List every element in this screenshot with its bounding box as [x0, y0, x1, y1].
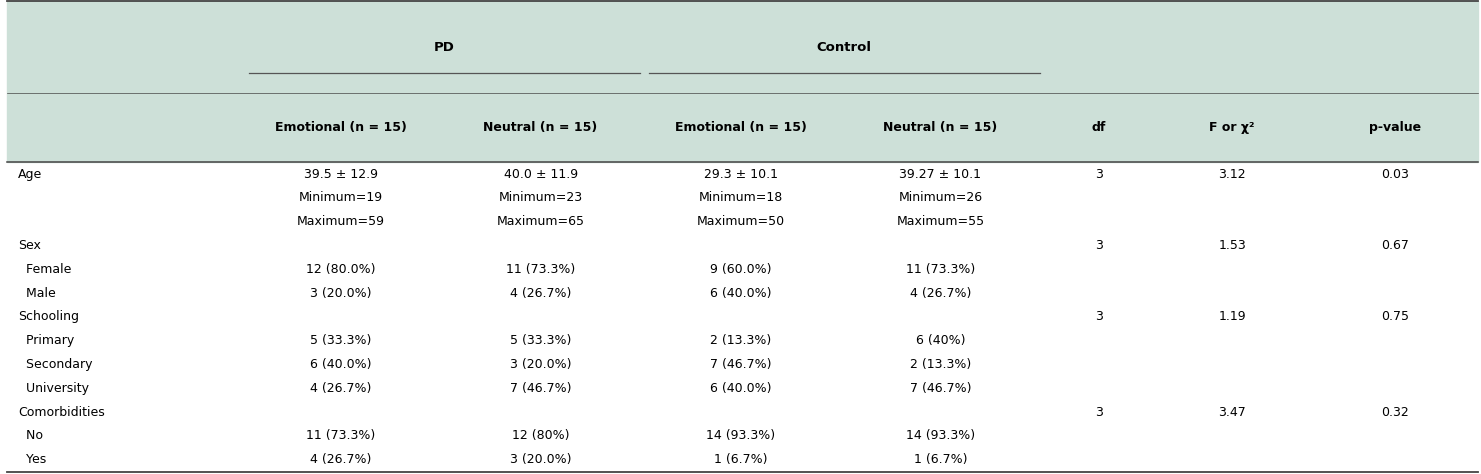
Text: 7 (46.7%): 7 (46.7%): [909, 382, 972, 395]
Text: 0.03: 0.03: [1382, 167, 1408, 181]
Text: 6 (40%): 6 (40%): [915, 334, 966, 347]
Text: Secondary: Secondary: [18, 358, 92, 371]
Text: Sex: Sex: [18, 239, 40, 252]
Text: 9 (60.0%): 9 (60.0%): [709, 263, 772, 276]
Text: 11 (73.3%): 11 (73.3%): [307, 429, 375, 442]
Text: 14 (93.3%): 14 (93.3%): [906, 429, 974, 442]
Text: Minimum=23: Minimum=23: [499, 191, 582, 204]
Text: 14 (93.3%): 14 (93.3%): [706, 429, 775, 442]
Text: Primary: Primary: [18, 334, 74, 347]
Text: 3 (20.0%): 3 (20.0%): [310, 287, 372, 300]
Text: 3: 3: [1094, 310, 1103, 323]
Text: 3.12: 3.12: [1219, 167, 1246, 181]
Text: 2 (13.3%): 2 (13.3%): [909, 358, 972, 371]
Text: Maximum=59: Maximum=59: [296, 215, 385, 228]
Bar: [7, 1, 1478, 162]
Text: 3 (20.0%): 3 (20.0%): [509, 453, 572, 466]
Text: 7 (46.7%): 7 (46.7%): [709, 358, 772, 371]
Text: 5 (33.3%): 5 (33.3%): [509, 334, 572, 347]
Text: Neutral (n = 15): Neutral (n = 15): [483, 121, 598, 134]
Text: 40.0 ± 11.9: 40.0 ± 11.9: [504, 167, 578, 181]
Text: 4 (26.7%): 4 (26.7%): [909, 287, 972, 300]
Text: 2 (13.3%): 2 (13.3%): [709, 334, 772, 347]
Text: 1 (6.7%): 1 (6.7%): [914, 453, 967, 466]
Text: p-value: p-value: [1368, 121, 1422, 134]
Text: 39.27 ± 10.1: 39.27 ± 10.1: [899, 167, 982, 181]
Text: 4 (26.7%): 4 (26.7%): [509, 287, 572, 300]
Text: 4 (26.7%): 4 (26.7%): [310, 382, 372, 395]
Text: 1.19: 1.19: [1219, 310, 1246, 323]
Text: Age: Age: [18, 167, 41, 181]
Text: 3 (20.0%): 3 (20.0%): [509, 358, 572, 371]
Text: 39.5 ± 12.9: 39.5 ± 12.9: [304, 167, 378, 181]
Text: Yes: Yes: [18, 453, 46, 466]
Text: Male: Male: [18, 287, 55, 300]
Text: Emotional (n = 15): Emotional (n = 15): [274, 121, 407, 134]
Text: 4 (26.7%): 4 (26.7%): [310, 453, 372, 466]
Text: 11 (73.3%): 11 (73.3%): [507, 263, 575, 276]
Text: University: University: [18, 382, 89, 395]
Text: Maximum=50: Maximum=50: [696, 215, 785, 228]
Text: 12 (80.0%): 12 (80.0%): [307, 263, 375, 276]
Text: Schooling: Schooling: [18, 310, 78, 323]
Text: 3: 3: [1094, 167, 1103, 181]
Text: 5 (33.3%): 5 (33.3%): [310, 334, 372, 347]
Text: Maximum=55: Maximum=55: [896, 215, 985, 228]
Text: 29.3 ± 10.1: 29.3 ± 10.1: [703, 167, 778, 181]
Text: PD: PD: [434, 41, 455, 54]
Text: df: df: [1091, 121, 1106, 134]
Text: 0.32: 0.32: [1382, 406, 1408, 419]
Text: Female: Female: [18, 263, 71, 276]
Text: 12 (80%): 12 (80%): [512, 429, 569, 442]
Text: 3.47: 3.47: [1219, 406, 1246, 419]
Text: Minimum=19: Minimum=19: [299, 191, 382, 204]
Text: 6 (40.0%): 6 (40.0%): [310, 358, 372, 371]
Text: Emotional (n = 15): Emotional (n = 15): [674, 121, 807, 134]
Text: 6 (40.0%): 6 (40.0%): [709, 287, 772, 300]
Text: 0.75: 0.75: [1382, 310, 1408, 323]
Text: Control: Control: [816, 41, 872, 54]
Text: No: No: [18, 429, 43, 442]
Text: Minimum=18: Minimum=18: [699, 191, 782, 204]
Text: 7 (46.7%): 7 (46.7%): [509, 382, 572, 395]
Text: Neutral (n = 15): Neutral (n = 15): [883, 121, 998, 134]
Text: F or χ²: F or χ²: [1210, 121, 1254, 134]
Text: Maximum=65: Maximum=65: [496, 215, 585, 228]
Text: Minimum=26: Minimum=26: [899, 191, 982, 204]
Text: 6 (40.0%): 6 (40.0%): [709, 382, 772, 395]
Text: 3: 3: [1094, 406, 1103, 419]
Text: 1.53: 1.53: [1219, 239, 1246, 252]
Text: 1 (6.7%): 1 (6.7%): [714, 453, 767, 466]
Text: 3: 3: [1094, 239, 1103, 252]
Text: Comorbidities: Comorbidities: [18, 406, 105, 419]
Text: 0.67: 0.67: [1382, 239, 1408, 252]
Text: 11 (73.3%): 11 (73.3%): [906, 263, 974, 276]
